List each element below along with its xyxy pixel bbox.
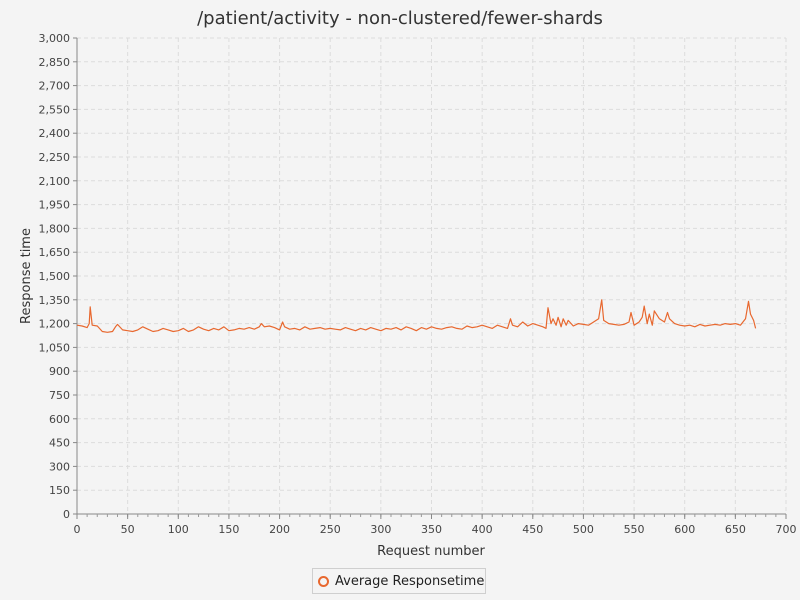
legend-marker-icon: [318, 575, 329, 587]
y-tick-label: 450: [49, 437, 70, 450]
y-tick-label: 0: [63, 508, 70, 521]
y-tick-label: 300: [49, 460, 70, 473]
series-group: [76, 299, 757, 333]
x-tick-label: 200: [269, 523, 290, 536]
y-tick-label: 3,000: [39, 32, 71, 45]
y-axis-label: Response time: [19, 228, 34, 324]
x-tick-label: 450: [522, 523, 543, 536]
x-tick-label: 0: [74, 523, 81, 536]
x-axis-label: Request number: [377, 544, 485, 559]
y-tick-label: 1,650: [39, 246, 71, 259]
x-tick-label: 300: [370, 523, 391, 536]
legend-label: Average Responsetime: [335, 573, 485, 589]
x-axis-ticks: 0 50 100 150 200 250 300 350 400 450 500 550 600 650 7…: [74, 514, 797, 536]
y-tick-label: 2,700: [39, 80, 71, 93]
x-tick-label: 350: [421, 523, 442, 536]
x-tick-label: 600: [674, 523, 695, 536]
chart-title: /patient/activity - non-clustered/fewer-…: [197, 8, 603, 29]
x-tick-label: 250: [320, 523, 341, 536]
y-tick-label: 600: [49, 413, 70, 426]
y-axis-ticks: 0 150 300 450 600 750 900 1,050 1,200 1,350 1,500 1…: [39, 32, 77, 521]
x-tick-label: 100: [168, 523, 189, 536]
y-tick-label: 900: [49, 365, 70, 378]
x-tick-label: 500: [573, 523, 594, 536]
y-tick-label: 2,100: [39, 175, 71, 188]
x-tick-label: 700: [776, 523, 797, 536]
x-tick-label: 50: [121, 523, 135, 536]
x-tick-label: 400: [472, 523, 493, 536]
x-tick-label: 650: [725, 523, 746, 536]
y-tick-label: 1,050: [39, 341, 71, 354]
y-tick-label: 1,950: [39, 199, 71, 212]
y-tick-label: 2,550: [39, 103, 71, 116]
x-tick-label: 150: [218, 523, 239, 536]
x-tick-label: 550: [624, 523, 645, 536]
y-tick-label: 1,800: [39, 222, 71, 235]
y-tick-label: 2,850: [39, 56, 71, 69]
legend: Average Responsetime: [312, 568, 486, 594]
y-tick-label: 150: [49, 484, 70, 497]
y-tick-label: 1,500: [39, 270, 71, 283]
y-tick-label: 750: [49, 389, 70, 402]
y-tick-label: 2,400: [39, 127, 71, 140]
y-tick-label: 2,250: [39, 151, 71, 164]
y-tick-label: 1,350: [39, 294, 71, 307]
y-tick-label: 1,200: [39, 318, 71, 331]
series-line-0: [76, 299, 757, 333]
